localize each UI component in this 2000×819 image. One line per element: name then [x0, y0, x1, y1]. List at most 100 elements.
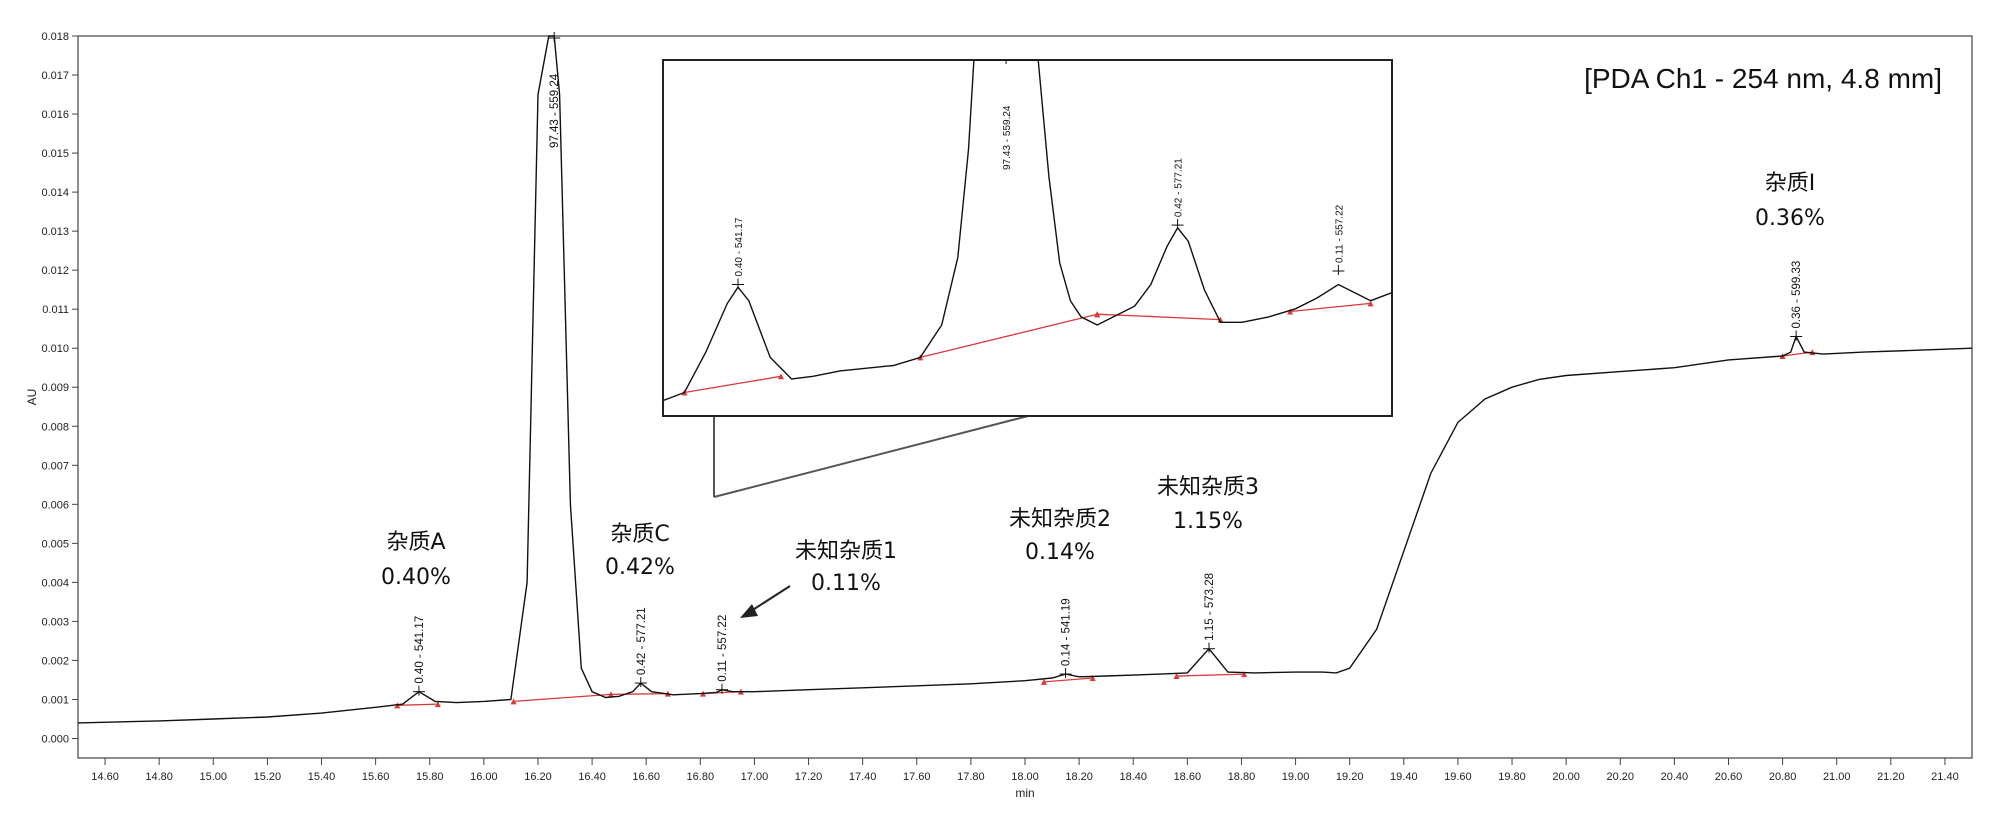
x-tick-label: 16.80 [687, 771, 715, 783]
peak-label: 0.11 - 557.22 [717, 615, 729, 682]
svg-text:未知杂质3: 未知杂质3 [1157, 475, 1259, 500]
y-tick-label: 0.015 [41, 148, 69, 160]
y-tick-label: 0.018 [41, 31, 69, 43]
y-tick-label: 0.008 [41, 421, 69, 433]
integration-baseline [397, 703, 438, 706]
svg-text:未知杂质1: 未知杂质1 [795, 539, 897, 564]
x-tick-label: 15.00 [200, 771, 228, 783]
integration-baseline [1176, 673, 1245, 677]
x-tick-label: 16.40 [578, 771, 606, 783]
y-tick-label: 0.011 [42, 304, 69, 316]
svg-text:0.11%: 0.11% [811, 571, 881, 596]
peak-label: 97.43 - 559.24 [549, 73, 561, 148]
y-tick-label: 0.001 [41, 694, 69, 706]
svg-text:未知杂质2: 未知杂质2 [1009, 507, 1111, 532]
x-tick-label: 17.40 [849, 771, 877, 783]
y-tick-label: 0.014 [41, 187, 69, 199]
baseline-marker [1367, 300, 1374, 307]
chromatogram-trace [77, 35, 1973, 724]
svg-text:0.42%: 0.42% [605, 555, 675, 580]
integration-baseline [1043, 677, 1093, 683]
peak-label: 97.43 - 559.24 [1002, 105, 1013, 170]
peak-label: 0.42 - 577.21 [636, 607, 648, 675]
peak-label: 0.14 - 541.19 [1061, 598, 1073, 666]
y-tick-label: 0.004 [41, 577, 69, 589]
x-tick-label: 14.80 [145, 771, 173, 783]
integration-baseline [611, 692, 668, 696]
svg-text:杂质A: 杂质A [386, 530, 445, 555]
y-axis-title: AU [25, 389, 39, 406]
annotation-impurity-c: 杂质C 0.42% [605, 522, 675, 580]
y-tick-label: 0.013 [41, 226, 69, 238]
y-tick-label: 0.009 [41, 382, 69, 394]
x-tick-label: 15.20 [254, 771, 282, 783]
inset-baseline-group [681, 300, 1374, 396]
x-tick-label: 20.60 [1715, 771, 1743, 783]
arrow-unknown-1 [740, 585, 791, 618]
annotation-unknown-3: 未知杂质3 1.15% [1157, 475, 1259, 534]
baseline-marker [1287, 308, 1294, 315]
x-tick-label: 20.40 [1661, 771, 1689, 783]
x-tick-label: 20.00 [1552, 771, 1580, 783]
annotation-impurity-i: 杂质I 0.36% [1755, 171, 1825, 231]
peak-label: 0.40 - 541.17 [734, 217, 745, 276]
peak-label: 0.40 - 541.17 [414, 616, 426, 684]
x-tick-label: 19.60 [1444, 771, 1472, 783]
y-tick-label: 0.010 [41, 343, 69, 355]
x-axis: 14.60 14.80 15.00 15.20 15.40 15.60 15.80 16.00… [91, 758, 1959, 783]
x-tick-label: 19.20 [1336, 771, 1364, 783]
svg-text:1.15%: 1.15% [1173, 509, 1243, 534]
x-tick-label: 18.80 [1228, 771, 1256, 783]
y-axis: 0.000 0.001 0.002 0.003 0.004 0.005 0.006 0.007… [41, 31, 78, 745]
x-tick-label: 18.60 [1174, 771, 1202, 783]
y-tick-label: 0.017 [41, 70, 69, 82]
chart-title: [PDA Ch1 - 254 nm, 4.8 mm] [1584, 63, 1942, 94]
x-tick-label: 14.60 [91, 771, 119, 783]
x-tick-label: 18.00 [1011, 771, 1039, 783]
peak-label: 0.42 - 577.21 [1174, 158, 1185, 217]
baseline-marker [1173, 673, 1180, 680]
inset-chromatogram-trace [663, 60, 1392, 402]
baseline-marker [1217, 316, 1224, 323]
baseline-marker [777, 373, 784, 380]
x-tick-label: 16.00 [470, 771, 498, 783]
integration-baseline [1290, 302, 1371, 313]
x-tick-label: 21.00 [1823, 771, 1851, 783]
baseline-marker [1089, 674, 1096, 681]
x-tick-label: 20.80 [1769, 771, 1797, 783]
y-tick-label: 0.016 [41, 109, 69, 121]
x-tick-label: 15.80 [416, 771, 444, 783]
y-tick-label: 0.006 [41, 499, 69, 511]
integration-baseline [684, 375, 782, 394]
y-tick-label: 0.002 [41, 655, 69, 667]
peak-label: 0.36 - 599.33 [1791, 261, 1803, 329]
x-tick-label: 18.40 [1119, 771, 1147, 783]
y-tick-label: 0.007 [41, 460, 69, 472]
x-tick-label: 20.20 [1606, 771, 1634, 783]
x-tick-label: 17.00 [741, 771, 769, 783]
peak-label: 1.15 - 573.28 [1204, 573, 1216, 641]
integration-baseline [513, 693, 612, 703]
baseline-marker [1241, 671, 1248, 678]
x-tick-label: 19.00 [1282, 771, 1310, 783]
baseline-marker [1040, 678, 1047, 685]
svg-text:杂质C: 杂质C [610, 522, 669, 547]
x-tick-label: 19.80 [1498, 771, 1526, 783]
y-tick-label: 0.012 [41, 265, 69, 277]
inset-peak-label-group: 0.40 - 541.17 97.43 - 559.24 0.42 - 577.21… [732, 60, 1345, 289]
x-tick-label: 19.40 [1390, 771, 1418, 783]
peak-label-group: 0.40 - 541.17 97.43 - 559.24 0.42 - 577.21… [412, 32, 1803, 696]
x-tick-label: 16.20 [524, 771, 552, 783]
x-tick-label: 21.20 [1877, 771, 1905, 783]
x-tick-label: 15.60 [362, 771, 390, 783]
integration-baseline [920, 313, 1098, 359]
x-tick-label: 15.40 [308, 771, 336, 783]
svg-text:杂质I: 杂质I [1765, 171, 1816, 196]
zoom-callout [713, 415, 1029, 498]
baseline-marker [1094, 311, 1101, 318]
annotation-unknown-2: 未知杂质2 0.14% [1009, 507, 1111, 565]
x-tick-label: 17.60 [903, 771, 931, 783]
baseline-marker [434, 701, 441, 708]
baseline-marker [510, 698, 517, 705]
x-tick-label: 21.40 [1931, 771, 1959, 783]
